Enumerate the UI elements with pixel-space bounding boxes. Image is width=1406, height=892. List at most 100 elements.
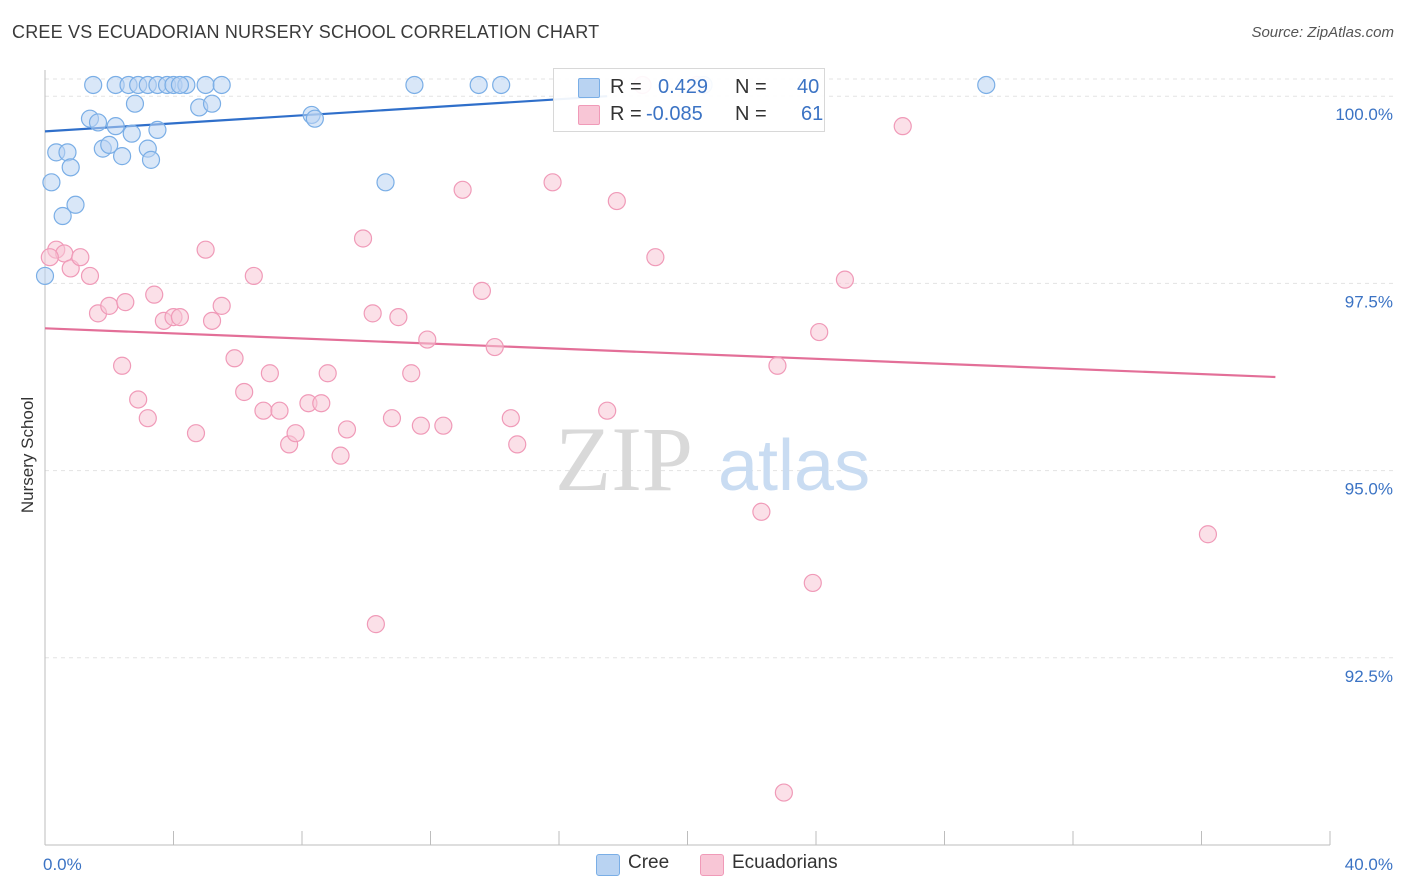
axes <box>44 70 1331 846</box>
cree-point <box>122 124 141 143</box>
series-swatch-ecuadorians <box>700 854 724 876</box>
cree-point <box>492 75 511 95</box>
y-tick-label: 100.0% <box>1335 105 1393 124</box>
series-label-ecuadorians: Ecuadorians <box>732 852 838 873</box>
cree-point <box>58 143 77 162</box>
ecuadorians-point <box>129 390 148 409</box>
series-label-cree: Cree <box>628 852 670 873</box>
ecuadorians-point <box>366 615 385 634</box>
cree-point <box>469 75 488 95</box>
ecuadorians-point <box>71 248 90 267</box>
cree-point <box>100 135 119 154</box>
x-tick-label: 0.0% <box>43 855 82 874</box>
ecuadorians-point <box>40 248 59 267</box>
legend-n-value: 40 <box>797 76 820 98</box>
cree-point <box>84 75 103 95</box>
ecuadorians-point <box>363 304 382 323</box>
ecuadorians-point <box>170 308 190 327</box>
cree-point <box>977 75 996 95</box>
ecuadorians-point <box>145 285 164 304</box>
watermark-zip: ZIP <box>555 408 693 510</box>
cree-point <box>376 173 395 192</box>
legend-n-value: 61 <box>801 103 824 125</box>
ecuadorians-point <box>225 349 244 368</box>
x-tick-label: 40.0% <box>1345 855 1393 874</box>
ecuadorians-point <box>1198 525 1218 544</box>
ecuadorians-point <box>260 364 279 383</box>
ecuadorians-point <box>202 311 222 330</box>
ecuadorians-point <box>418 330 437 349</box>
ecuadorians-point <box>768 356 787 375</box>
cree-point <box>212 75 231 95</box>
gridlines <box>45 78 1395 659</box>
series-swatch-cree <box>596 854 620 876</box>
legend-r-value: 0.429 <box>658 76 709 98</box>
ecuadorians-point <box>402 364 421 383</box>
cree-point <box>141 150 161 169</box>
legend-r-label: R = <box>610 76 642 98</box>
cree-point <box>42 173 61 192</box>
ecuadorians-point <box>100 296 119 315</box>
ecuadorians-point <box>472 281 491 300</box>
ecuadorians-point <box>318 364 337 383</box>
y-tick-label: 95.0% <box>1345 480 1393 499</box>
series-legend: Cree Ecuadorians <box>0 852 1406 878</box>
ecuadorians-point <box>112 356 132 375</box>
ecuadorians-trend-line <box>44 327 1276 379</box>
cree-point <box>66 195 85 214</box>
ecuadorians-point <box>312 394 331 413</box>
ecuadorians-point <box>270 401 289 420</box>
ecuadorians-point <box>434 416 453 435</box>
ecuadorians-point <box>774 783 793 802</box>
ecuadorians-point <box>835 270 855 289</box>
legend-r-value: -0.085 <box>646 103 703 125</box>
ecuadorians-point <box>485 337 504 357</box>
cree-point <box>305 109 324 128</box>
ecuadorians-point <box>244 266 263 286</box>
ecuadorians-point <box>353 229 373 248</box>
cree-trend-line <box>44 95 608 133</box>
cree-point <box>35 266 55 286</box>
ecuadorians-point <box>508 435 527 454</box>
legend-swatch-ecuadorians <box>578 105 600 125</box>
chart-title: CREE VS ECUADORIAN NURSERY SCHOOL CORREL… <box>12 22 600 42</box>
ecuadorians-point <box>235 382 254 402</box>
cree-point <box>53 206 72 226</box>
y-tick-label: 97.5% <box>1345 292 1393 311</box>
ecuadorians-point <box>196 240 215 259</box>
cree-point <box>112 147 132 166</box>
chart-source: Source: ZipAtlas.com <box>1251 24 1394 41</box>
watermark: ZIP atlas <box>555 408 870 510</box>
ecuadorians-point <box>752 502 771 521</box>
cree-point <box>202 94 222 113</box>
ecuadorians-point <box>212 296 231 315</box>
legend-n-label: N = <box>735 103 767 125</box>
legend-swatch-cree <box>578 78 600 98</box>
ecuadorians-point <box>80 266 100 286</box>
watermark-atlas: atlas <box>718 426 870 506</box>
trend-lines <box>44 95 1276 379</box>
cree-point <box>170 75 190 95</box>
cree-point <box>88 113 108 132</box>
ecuadorians-point <box>382 409 402 428</box>
cree-point <box>405 75 424 95</box>
data-points <box>35 75 1218 802</box>
legend-n-label: N = <box>735 76 767 98</box>
ecuadorians-point <box>893 117 912 136</box>
ecuadorians-point <box>331 446 350 465</box>
ecuadorians-point <box>646 248 665 267</box>
cree-point <box>125 94 145 113</box>
stats-legend: R = 0.429 N = 40 R = -0.085 N = 61 <box>553 68 825 132</box>
ecuadorians-point <box>543 173 562 192</box>
ecuadorians-point <box>186 424 206 443</box>
legend-r-label: R = <box>610 103 642 125</box>
cree-point <box>148 120 167 140</box>
cree-point <box>196 75 215 95</box>
ecuadorians-point <box>501 409 520 428</box>
cree-point <box>61 158 80 177</box>
ecuadorians-point <box>810 322 829 342</box>
ecuadorians-point <box>116 293 135 312</box>
cree-point <box>106 117 125 136</box>
ecuadorians-point <box>138 409 157 428</box>
